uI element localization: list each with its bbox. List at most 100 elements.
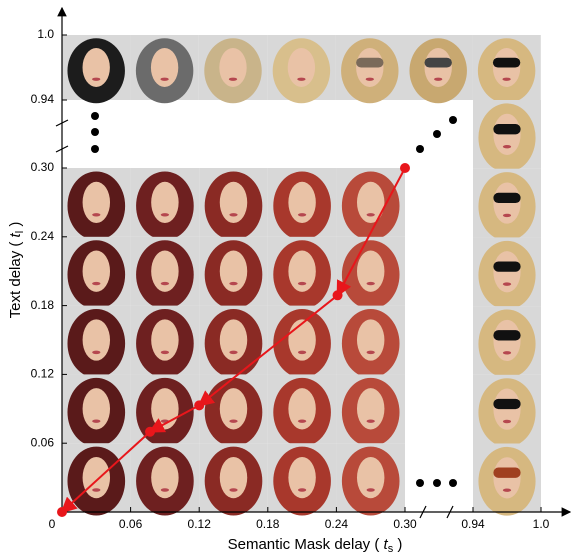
lips [92,77,101,81]
face [356,388,385,430]
lips [229,213,238,217]
face [151,250,179,292]
lips [366,419,375,423]
face [219,250,248,292]
lips [502,282,512,286]
lips [502,144,512,149]
mask [493,330,521,341]
face [219,456,248,499]
face [287,48,316,87]
lips [160,350,170,355]
face [219,388,248,430]
face [82,388,111,430]
face [356,319,385,361]
lips [434,77,443,81]
lips [160,77,169,81]
face [151,319,179,361]
face [82,181,111,224]
path-point [145,426,156,437]
y-tick-label: 0.12 [31,367,55,381]
lips [502,488,512,492]
lips [92,419,101,423]
face [151,181,179,224]
lips [366,488,375,492]
x-tick-label: 0.30 [393,517,417,531]
face [82,456,111,499]
lips [229,488,238,492]
mask [424,57,452,68]
face [82,319,111,361]
y-tick-label: 0.06 [31,435,55,449]
y-tick-label: 0.30 [31,160,55,174]
lips [228,77,238,81]
lips [502,77,511,81]
y-tick-label: 0.18 [31,298,55,312]
path-segment [60,430,151,514]
mask [493,398,521,410]
lips [92,213,101,217]
face [288,250,316,292]
y-tick-label: 1.0 [37,27,54,41]
path-point [194,400,205,411]
lips [366,213,375,217]
lips [92,281,101,286]
y-tick-label: 0.94 [31,92,55,106]
lips [229,419,238,423]
lips [229,350,238,355]
lips [297,281,307,286]
face [288,319,316,361]
lips [502,419,512,424]
x-tick-label: 0.94 [461,517,485,531]
x-tick-label: 0.12 [188,517,212,531]
face [288,181,316,224]
face [82,48,110,87]
x-axis-label: Semantic Mask delay ( ts ) [228,536,403,555]
face [151,456,179,499]
face [288,388,316,430]
lips [297,213,307,217]
face [219,48,247,87]
face [356,456,385,499]
face [493,182,521,224]
face [356,250,385,292]
lips [297,77,306,81]
path-point [332,290,343,301]
face [356,181,385,224]
face [288,456,316,499]
path-point [57,507,67,517]
x-tick-label: 1.0 [533,517,550,531]
lips [366,350,375,355]
face [150,48,179,87]
y-axis-label: Text delay ( tl ) [7,222,26,319]
x-tick-label: 0.18 [256,517,280,531]
mask [493,192,521,204]
mask [493,261,521,272]
mask [493,467,521,478]
lips [502,213,512,218]
x-tick-label: 0 [49,517,56,531]
face [493,319,521,362]
image-grid [62,35,541,516]
lips [160,281,170,286]
mask [493,124,521,135]
lips [502,351,512,355]
ellipsis-dots [91,112,457,487]
lips [297,350,307,355]
lips [229,281,238,286]
lips [366,281,375,286]
face [219,319,248,361]
lips [92,488,101,492]
path-segment [336,167,406,298]
x-tick-label: 0.24 [325,517,349,531]
lips [92,350,101,355]
axes [55,6,572,519]
path-segment [148,404,200,433]
face [82,250,111,292]
lips [297,488,307,492]
lips [365,77,374,81]
path-point [400,163,410,173]
lips [297,419,307,423]
face [219,181,248,224]
mask [492,57,521,68]
